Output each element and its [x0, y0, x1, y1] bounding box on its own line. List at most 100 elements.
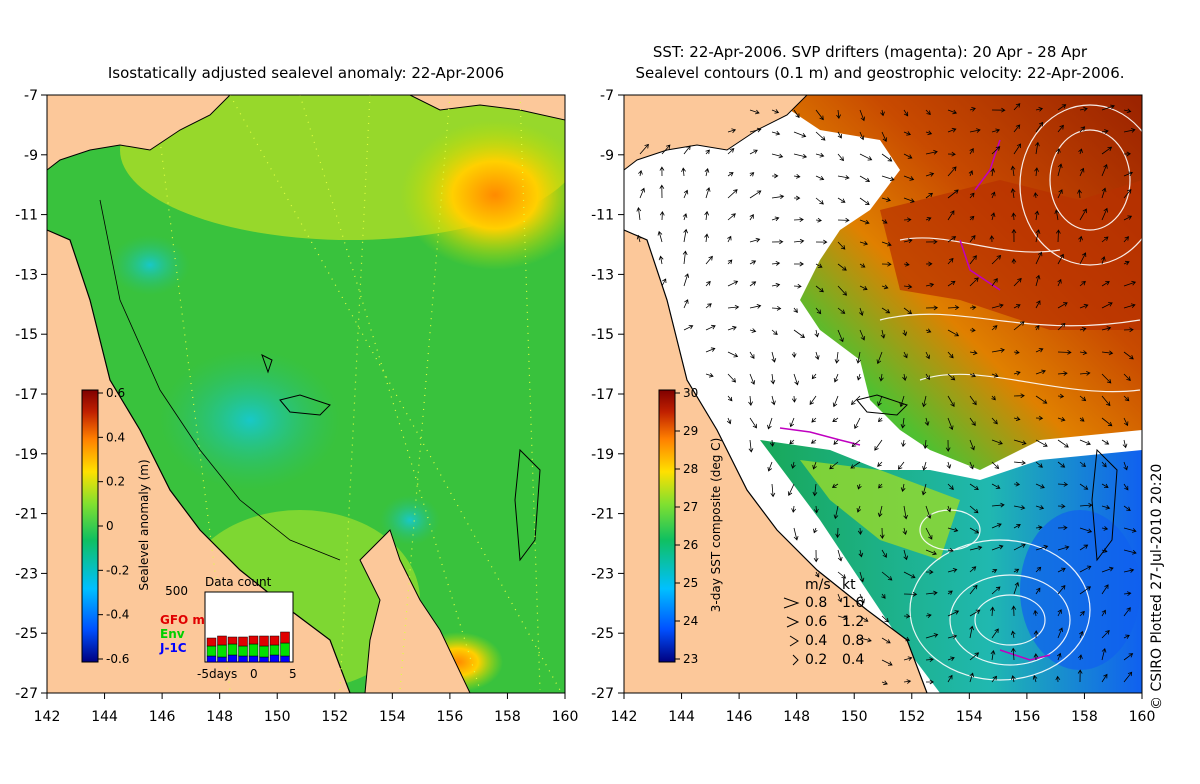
velocity-vector — [683, 189, 689, 199]
velocity-vector — [856, 505, 862, 513]
velocity-vector — [859, 329, 866, 341]
velocity-vector — [1057, 253, 1064, 265]
velocity-vector — [1101, 326, 1112, 331]
velocity-vector — [727, 373, 737, 383]
velocity-vector — [837, 329, 844, 343]
velocity-vector — [903, 591, 918, 597]
velocity-vector — [1123, 327, 1134, 333]
velocity-vector — [1101, 417, 1113, 427]
velocity-vector — [897, 461, 905, 470]
velocity-vector — [704, 168, 710, 177]
velocity-vector — [811, 373, 817, 380]
x-tick-label: 156 — [437, 709, 464, 725]
velocity-vector — [859, 307, 864, 316]
velocity-vector — [877, 505, 883, 518]
velocity-vector — [834, 351, 840, 364]
velocity-vector — [859, 197, 870, 206]
velocity-vector — [1057, 393, 1065, 399]
velocity-vector — [1079, 208, 1087, 221]
y-tick-label: -21 — [591, 507, 614, 523]
velocity-vector — [1123, 527, 1137, 533]
velocity-vector — [1123, 171, 1134, 177]
velocity-vector — [947, 674, 953, 683]
velocity-vector — [1123, 260, 1130, 266]
velocity-vector — [683, 325, 694, 331]
velocity-vector — [1057, 461, 1066, 468]
velocity-vector — [925, 633, 939, 639]
velocity-vector — [1079, 527, 1093, 534]
velocity-vector — [787, 483, 795, 497]
y-tick-label: -17 — [591, 387, 614, 403]
velocity-vector — [925, 305, 939, 311]
velocity-vector — [1057, 503, 1066, 509]
velocity-vector — [1079, 167, 1085, 177]
velocity-vector — [1057, 349, 1072, 355]
credit-text: © CSIRO Plotted 27-Jul-2010 20:20 — [1149, 464, 1165, 710]
velocity-vector — [1035, 300, 1041, 309]
velocity-vector — [881, 659, 893, 666]
velocity-vector — [793, 527, 799, 541]
velocity-vector — [837, 131, 842, 139]
velocity-vector — [902, 329, 908, 337]
velocity-vector — [815, 217, 822, 223]
velocity-vector — [925, 282, 935, 288]
velocity-vector — [859, 241, 869, 246]
velocity-vector — [1123, 351, 1134, 360]
velocity-vector — [859, 109, 866, 122]
y-tick-label: -9 — [24, 148, 38, 164]
velocity-vector — [991, 107, 1006, 113]
left-colorbar-ticks: 0.6 0.4 0.2 0 -0.2 -0.4 -0.6 — [98, 386, 129, 666]
velocity-vector — [727, 172, 734, 177]
velocity-vector — [859, 219, 870, 225]
velocity-vector — [705, 324, 716, 331]
velocity-vector — [837, 241, 846, 250]
velocity-vector — [947, 483, 954, 490]
velocity-vector — [771, 239, 784, 245]
velocity-vector — [705, 347, 716, 353]
colorbar-tick-label: 25 — [683, 576, 698, 590]
data-count-bar — [248, 655, 259, 663]
velocity-vector — [1078, 235, 1083, 243]
velocity-vector — [837, 549, 843, 562]
velocity-vector — [727, 325, 737, 331]
left-land-southeast — [360, 530, 470, 693]
velocity-vector — [793, 373, 799, 386]
velocity-vector — [991, 325, 998, 331]
velocity-vector — [704, 233, 709, 243]
right-title-line2: Sealevel contours (0.1 m) and geostrophi… — [635, 64, 1124, 82]
velocity-vector — [771, 130, 781, 136]
velocity-vector — [1079, 395, 1087, 402]
velocity-vector — [1079, 252, 1087, 265]
velocity-vector — [947, 305, 960, 311]
velocity-vector — [925, 109, 931, 116]
velocity-vector — [903, 217, 912, 223]
velocity-vector — [726, 417, 732, 425]
velocity-vector — [991, 146, 1001, 155]
colorbar-tick-label: -0.2 — [106, 563, 129, 577]
velocity-vector — [947, 547, 954, 553]
velocity-vector — [810, 439, 817, 444]
data-count-bar — [280, 642, 290, 657]
velocity-vector — [636, 207, 642, 221]
velocity-vector — [901, 439, 906, 448]
velocity-vector — [705, 373, 714, 378]
velocity-vector — [812, 483, 818, 497]
y-tick-label: -17 — [15, 387, 38, 403]
velocity-vector — [1123, 151, 1131, 157]
velocity-vector — [903, 351, 908, 359]
velocity-vector — [1123, 483, 1129, 491]
x-tick-label: 146 — [149, 709, 176, 725]
velocity-vector — [683, 299, 689, 309]
velocity-vector — [793, 238, 805, 244]
velocity-vector — [947, 109, 958, 115]
right-colorbar — [658, 389, 676, 663]
velocity-vector — [969, 566, 977, 573]
velocity-vector — [1101, 630, 1110, 639]
velocity-vector — [991, 128, 1001, 134]
velocity-vector — [837, 153, 844, 162]
velocity-vector — [925, 217, 932, 222]
velocity-vector — [1035, 369, 1046, 375]
colorbar-tick-label: 0.6 — [106, 386, 125, 400]
velocity-vector — [991, 461, 1000, 470]
velocity-vector — [1079, 610, 1085, 617]
